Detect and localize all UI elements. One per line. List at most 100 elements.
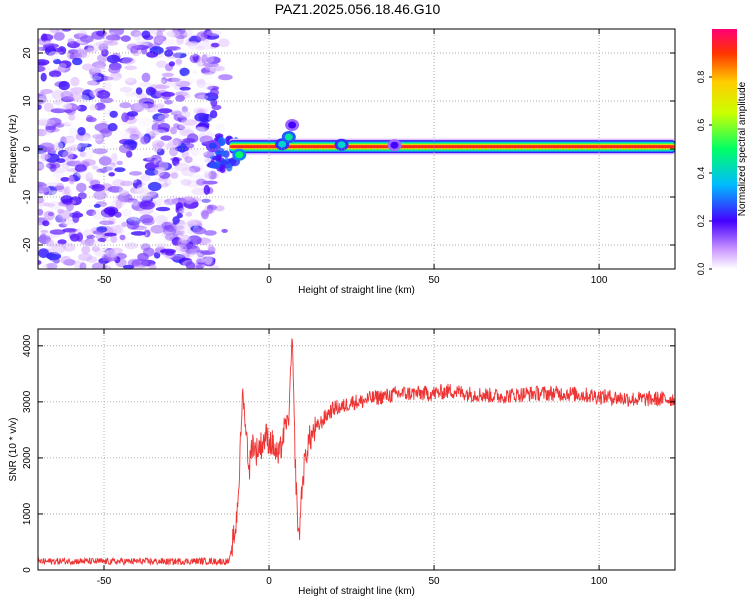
noise-blob (173, 123, 180, 128)
noise-blob (140, 174, 151, 182)
noise-blob (175, 91, 189, 97)
noise-blob (165, 251, 175, 256)
noise-blob (82, 134, 91, 143)
spectrogram-ytick-label: 0 (22, 146, 33, 152)
noise-blob (191, 69, 198, 75)
noise-blob (177, 142, 187, 153)
noise-blob (139, 103, 156, 109)
snr-ylabel: SNR (10 * v/v) (8, 418, 19, 482)
noise-blob (62, 220, 73, 227)
noise-blob (185, 29, 193, 38)
noise-blob (169, 29, 178, 36)
noise-blob (91, 245, 100, 252)
noise-blob (60, 255, 72, 265)
noise-blob (38, 163, 51, 169)
noise-blob (170, 126, 178, 135)
colorbar-tick-label: 0.0 (696, 263, 706, 276)
snr-xlabel: Height of straight line (km) (298, 586, 415, 597)
noise-blob (98, 43, 109, 52)
noise-blob (38, 161, 45, 171)
noise-blob (105, 34, 121, 41)
noise-blob (197, 94, 209, 100)
spectrogram-ytick-label: 10 (22, 95, 33, 107)
noise-blob (57, 149, 69, 158)
noise-blob (157, 197, 164, 203)
noise-blob (143, 229, 151, 238)
noise-blob (42, 220, 50, 227)
noise-blob (209, 110, 218, 119)
noise-blob (185, 261, 196, 269)
noise-blob (96, 168, 108, 173)
noise-blob (43, 187, 50, 196)
noise-blob (218, 74, 233, 81)
feature-mark (278, 140, 287, 148)
noise-blob (164, 237, 171, 243)
noise-blob (117, 193, 133, 203)
noise-blob (85, 238, 98, 247)
noise-blob (77, 170, 93, 180)
noise-blob (160, 135, 172, 141)
noise-blob (174, 228, 185, 236)
noise-blob (226, 162, 233, 172)
noise-blob (156, 60, 167, 68)
noise-blob (195, 126, 209, 137)
colorbar: 0.0 0.2 0.4 0.6 0.8 Normalized spectral ampli… (696, 29, 748, 275)
spectrogram-xtick-label: 0 (266, 275, 272, 286)
noise-blob (100, 127, 113, 138)
noise-blob (49, 29, 60, 34)
noise-blob (207, 204, 218, 211)
noise-blob (63, 122, 72, 127)
noise-blob (124, 242, 139, 250)
noise-blob (203, 184, 210, 195)
noise-blob (62, 29, 72, 32)
noise-blob (166, 176, 180, 187)
noise-blob (202, 62, 219, 67)
noise-blob (146, 51, 158, 58)
noise-blob (114, 167, 126, 173)
noise-blob (132, 179, 143, 189)
noise-blob (201, 197, 216, 205)
noise-blob (158, 160, 169, 171)
noise-blob (57, 209, 73, 220)
noise-blob (179, 67, 190, 77)
noise-blob (38, 95, 54, 101)
noise-blob (68, 175, 75, 185)
noise-blob (194, 112, 209, 122)
noise-blob (74, 49, 88, 59)
noise-blob (91, 184, 105, 192)
feature-mark (288, 121, 297, 129)
noise-blob (38, 59, 50, 66)
noise-blob (214, 205, 225, 212)
noise-blob (48, 51, 60, 61)
noise-blob (74, 94, 90, 104)
noise-blob (108, 172, 115, 177)
noise-blob (200, 257, 213, 264)
noise-blob (176, 110, 191, 119)
noise-blob (222, 151, 227, 158)
noise-blob (140, 135, 150, 145)
noise-blob (59, 60, 72, 69)
noise-blob (53, 141, 64, 151)
noise-blob (177, 29, 191, 36)
noise-blob (205, 255, 213, 266)
noise-blob (134, 187, 146, 197)
noise-blob (137, 38, 150, 47)
noise-blob (175, 80, 191, 88)
band-red (229, 145, 675, 149)
noise-blob (189, 252, 204, 258)
noise-blob (176, 213, 183, 219)
noise-blob (46, 125, 55, 131)
noise-blob (107, 123, 118, 132)
noise-blob (179, 253, 191, 258)
colorbar-tick-label: 0.2 (696, 215, 706, 228)
noise-blob (68, 113, 76, 121)
noise-blob (67, 38, 75, 44)
noise-blob (70, 76, 80, 87)
noise-blob (108, 66, 121, 74)
noise-blob (110, 235, 118, 243)
noise-blob (196, 78, 206, 85)
noise-blob (126, 220, 140, 230)
noise-blob (86, 115, 94, 122)
noise-blob (154, 166, 165, 177)
noise-blob (169, 147, 178, 157)
